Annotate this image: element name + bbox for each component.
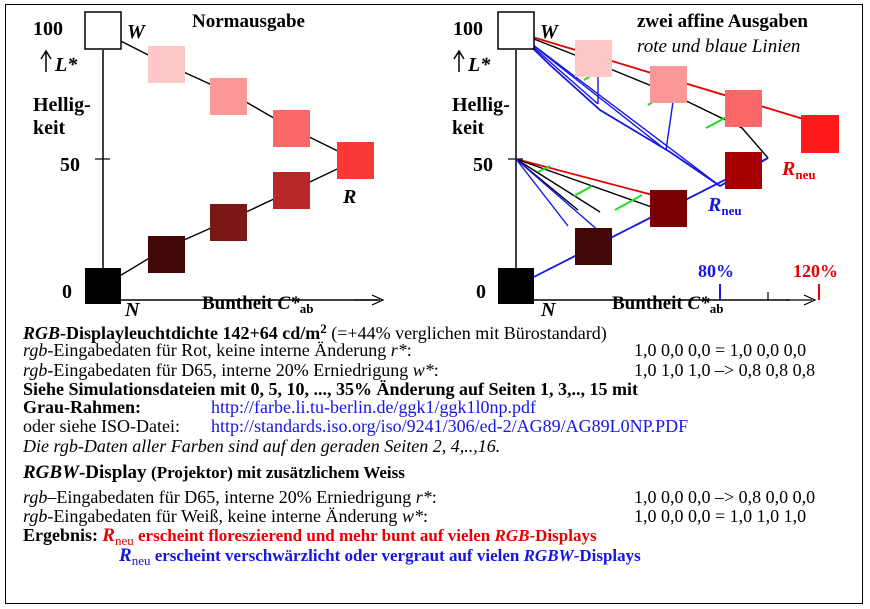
right-square-u1 [575, 40, 612, 77]
right-tick-label-120: 120% [793, 261, 838, 281]
left-square-u1 [148, 46, 185, 83]
right-lower-red-line [515, 158, 665, 199]
right-square-l2 [650, 190, 687, 227]
right-upper-blue-ray-3 [515, 31, 721, 187]
figure-frame [5, 4, 863, 604]
link-iso-file[interactable]: http://standards.iso.org/iso/9241/306/ed… [211, 416, 689, 436]
line-rgbw-d65-values: 1,0 0,0 0,0 –> 0,8 0,0 0,0 [634, 487, 816, 507]
left-label-r: R [343, 186, 357, 208]
right-y-label-50: 50 [473, 154, 493, 176]
right-green-l3 [614, 194, 643, 211]
left-y-label-100: 100 [33, 18, 63, 40]
line-rgbw-display: RGBW-Display (Projektor) mit zusätzliche… [23, 462, 405, 483]
left-black-square [85, 268, 121, 304]
right-title: zwei affine Ausgaben [637, 11, 808, 32]
line-rgbw-d65-input: rgb–Eingabedaten für D65, interne 20% Er… [23, 487, 437, 507]
right-white-square [497, 11, 535, 50]
left-square-u2 [210, 78, 247, 115]
right-y-label-100: 100 [453, 18, 483, 40]
line-iso-label: oder siehe ISO-Datei: [23, 416, 180, 436]
left-label-w: W [127, 21, 145, 43]
right-x-arrow-head [803, 294, 817, 306]
right-label-w: W [540, 21, 558, 43]
link-grau-rahmen[interactable]: http://farbe.li.tu-berlin.de/ggk1/ggk1l0… [211, 397, 536, 417]
right-lower-black-line-2 [515, 158, 601, 213]
left-y-label-0: 0 [62, 281, 72, 303]
line-result-blue: Rneu erscheint verschwärzlicht oder verg… [119, 545, 641, 568]
line-red-input-values: 1,0 0,0 0,0 = 1,0 0,0 0,0 [634, 340, 807, 360]
right-black-square [498, 268, 534, 304]
right-diagram [453, 11, 839, 306]
right-y-arrow [453, 49, 465, 72]
line-grau-rahmen-label: Grau-Rahmen: [23, 397, 141, 417]
line-rgbw-white-input: rgb-Eingabedaten für Weiß, keine interne… [23, 506, 428, 526]
line-result-red: Ergebnis: Rneu erscheint floreszierend u… [23, 525, 597, 548]
line-d65-input-values: 1,0 1,0 1,0 –> 0,8 0,8 0,8 [634, 360, 816, 380]
left-x-axis-label: Buntheit C*ab [202, 293, 314, 316]
right-lower-black-line-1 [515, 158, 661, 211]
right-lower-blue-ray-1 [515, 158, 601, 233]
left-square-l1 [148, 236, 185, 273]
right-tick-label-80: 80% [698, 261, 734, 281]
right-green-l1 [537, 165, 551, 173]
left-square-l3 [273, 172, 310, 209]
line-red-input: rgb-Eingabedaten für Rot, keine interne … [23, 340, 412, 360]
right-square-u3 [725, 90, 762, 127]
line-rgbw-white-values: 1,0 0,0 0,0 = 1,0 1,0 1,0 [634, 506, 807, 526]
left-square-r [337, 142, 374, 179]
line-simulation-files: Siehe Simulationsdateien mit 0, 5, 10, .… [23, 379, 639, 399]
right-y-label-0: 0 [476, 281, 486, 303]
right-label-rneu-blue: Rneu [708, 194, 742, 218]
right-x-axis-label: Buntheit C*ab [612, 293, 724, 316]
right-square-l3 [725, 152, 762, 189]
line-rgb-data-note: Die rgb-Daten aller Farben sind auf den … [23, 436, 501, 456]
line-display-luminance: RGB-Displayleuchtdichte 142+64 cd/m2 (=+… [23, 321, 607, 343]
right-square-rneu-red [801, 115, 839, 153]
right-square-l1 [575, 228, 612, 265]
right-green-l2 [573, 185, 593, 197]
right-y-axis-name-1: Hellig- [452, 94, 510, 116]
right-lower-blue-ray-2 [515, 158, 569, 227]
left-y-arrow [40, 49, 52, 72]
left-y-axis-name-2: keit [33, 117, 66, 139]
line-d65-input: rgb-Eingabedaten für D65, interne 20% Er… [23, 360, 439, 380]
left-y-label-50: 50 [60, 154, 80, 176]
left-y-axis-name-1: Hellig- [33, 94, 91, 116]
right-label-rneu-red: Rneu [782, 158, 816, 182]
right-square-u2 [650, 66, 687, 103]
right-blue-cross-2 [665, 94, 675, 151]
left-label-n: N [125, 299, 140, 321]
left-square-u3 [273, 110, 310, 147]
right-y-axis-name-2: keit [452, 117, 485, 139]
left-title: Normausgabe [192, 11, 305, 32]
left-white-square [84, 11, 122, 50]
right-y-axis-symbol: L* [468, 54, 491, 76]
left-diagram [40, 11, 385, 306]
left-x-arrow-head [371, 294, 385, 306]
right-label-n: N [541, 299, 556, 321]
left-y-axis-symbol: L* [55, 54, 78, 76]
right-subtitle: rote und blaue Linien [637, 36, 801, 57]
left-square-l2 [210, 204, 247, 241]
